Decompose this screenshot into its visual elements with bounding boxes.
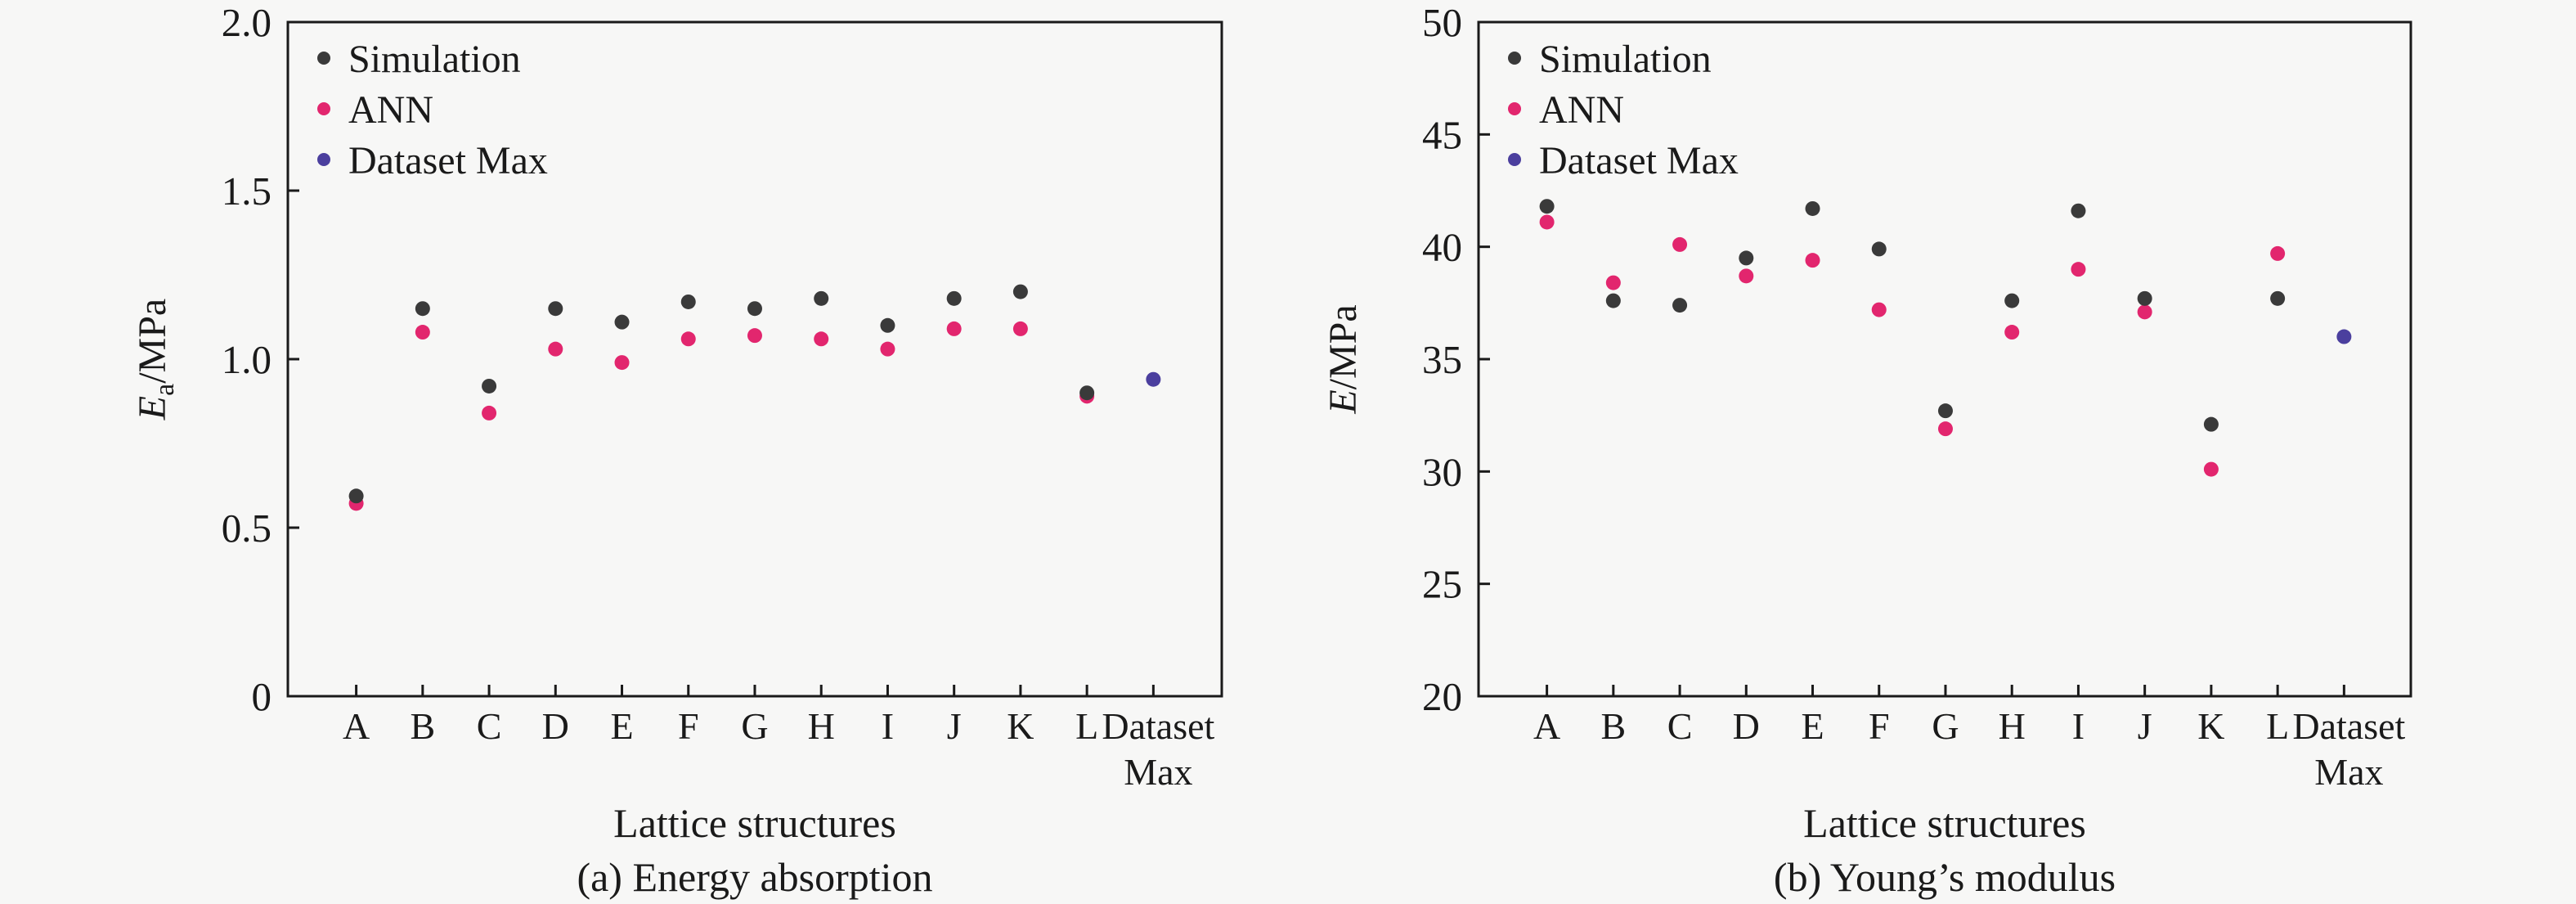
svg-text:Dataset: Dataset	[1102, 705, 1214, 747]
svg-text:K: K	[2197, 705, 2224, 747]
svg-text:L: L	[1075, 705, 1098, 747]
svg-text:J: J	[947, 705, 962, 747]
svg-text:2.0: 2.0	[222, 0, 272, 45]
svg-text:E/MPa: E/MPa	[1322, 304, 1365, 414]
svg-text:Dataset: Dataset	[2292, 705, 2405, 747]
svg-text:35: 35	[1422, 337, 1462, 382]
svg-text:L: L	[2266, 705, 2289, 747]
svg-text:(a) Energy absorption: (a) Energy absorption	[577, 854, 932, 900]
svg-text:B: B	[1600, 705, 1626, 747]
svg-text:45: 45	[1422, 112, 1462, 157]
svg-text:H: H	[808, 705, 835, 747]
svg-text:Max: Max	[1124, 751, 1192, 793]
svg-text:30: 30	[1422, 449, 1462, 494]
svg-text:40: 40	[1422, 225, 1462, 270]
svg-text:E: E	[610, 705, 633, 747]
svg-text:Dataset Max: Dataset Max	[1539, 139, 1739, 182]
svg-text:I: I	[2072, 705, 2085, 747]
svg-text:0: 0	[252, 674, 272, 719]
svg-text:D: D	[542, 705, 569, 747]
svg-text:Simulation: Simulation	[348, 38, 521, 81]
svg-text:Ea/MPa: Ea/MPa	[131, 299, 180, 421]
svg-text:ANN: ANN	[348, 88, 433, 132]
svg-text:K: K	[1007, 705, 1034, 747]
svg-text:A: A	[1533, 705, 1560, 747]
svg-text:C: C	[1667, 705, 1693, 747]
svg-text:Max: Max	[2314, 751, 2383, 793]
svg-text:50: 50	[1422, 0, 1462, 45]
svg-text:I: I	[882, 705, 894, 747]
svg-text:20: 20	[1422, 674, 1462, 719]
svg-text:G: G	[741, 705, 768, 747]
svg-text:F: F	[678, 705, 699, 747]
svg-text:1.5: 1.5	[222, 169, 272, 214]
svg-text:F: F	[1869, 705, 1890, 747]
svg-text:J: J	[2138, 705, 2152, 747]
svg-text:Simulation: Simulation	[1539, 38, 1712, 81]
svg-text:E: E	[1801, 705, 1824, 747]
svg-text:Lattice structures: Lattice structures	[1803, 800, 2086, 846]
svg-text:G: G	[1932, 705, 1959, 747]
svg-text:25: 25	[1422, 562, 1462, 607]
svg-text:0.5: 0.5	[222, 506, 272, 551]
svg-text:ANN: ANN	[1539, 88, 1624, 132]
svg-text:A: A	[343, 705, 370, 747]
svg-text:B: B	[410, 705, 435, 747]
svg-text:C: C	[477, 705, 502, 747]
svg-text:(b) Young’s modulus: (b) Young’s modulus	[1774, 854, 2116, 900]
svg-text:1.0: 1.0	[222, 337, 272, 382]
svg-text:Lattice structures: Lattice structures	[613, 800, 896, 846]
svg-text:D: D	[1733, 705, 1760, 747]
svg-text:H: H	[1999, 705, 2026, 747]
svg-text:Dataset Max: Dataset Max	[348, 139, 548, 182]
